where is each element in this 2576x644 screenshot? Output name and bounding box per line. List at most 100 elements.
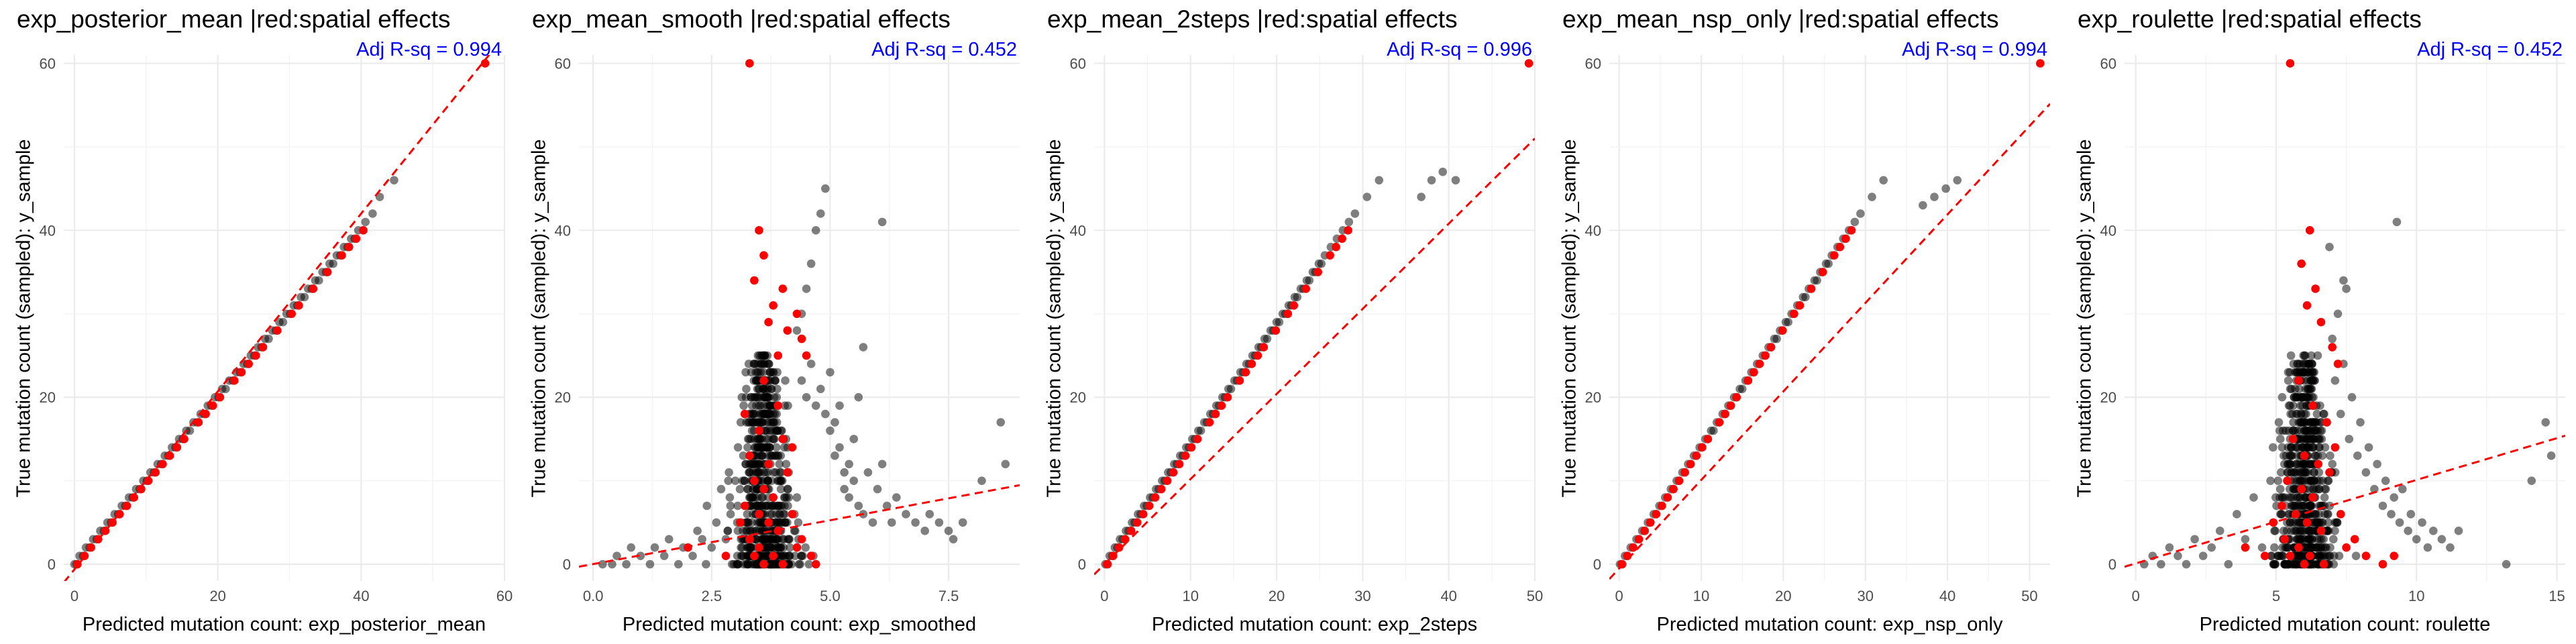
point-red xyxy=(2297,259,2306,268)
point-red xyxy=(287,309,297,319)
grid-lines xyxy=(1609,55,2050,581)
point-red xyxy=(151,468,160,477)
point-red xyxy=(2308,401,2317,410)
point-black xyxy=(2390,493,2399,502)
y-axis-label: True mutation count (sampled): y_sample xyxy=(528,138,550,498)
x-tick-label: 10 xyxy=(2408,588,2424,604)
point-black xyxy=(776,484,786,494)
point-black xyxy=(790,527,799,535)
point-black xyxy=(1850,217,1860,227)
point-black xyxy=(2268,443,2277,452)
point-red xyxy=(769,551,777,560)
point-black xyxy=(811,401,820,410)
point-black xyxy=(1427,176,1436,184)
point-red xyxy=(2283,476,2292,485)
point-red xyxy=(797,535,806,544)
point-black xyxy=(2276,510,2286,519)
point-red xyxy=(1150,493,1160,502)
scatter-panel-3: 0 10 20 30 40 50 0 20 40 60 exp_mean_2steps |red:s… xyxy=(1030,0,1546,644)
point-black xyxy=(816,209,825,218)
point-black xyxy=(806,360,816,368)
scatter-plot-svg: 0 20 40 60 0 20 40 60 xyxy=(40,55,513,604)
x-tick-label: 20 xyxy=(209,588,225,604)
point-black xyxy=(741,460,751,469)
point-black xyxy=(741,368,750,377)
point-black xyxy=(835,401,844,410)
point-red xyxy=(273,326,282,335)
point-black xyxy=(2324,527,2333,535)
point-black xyxy=(2392,217,2402,227)
point-red xyxy=(237,368,246,377)
point-black xyxy=(786,543,794,552)
y-tick-label: 20 xyxy=(1070,389,1086,406)
point-black xyxy=(2300,418,2309,427)
point-black xyxy=(664,535,674,544)
point-red xyxy=(1646,518,1655,527)
point-black xyxy=(751,460,760,469)
point-red xyxy=(1114,543,1124,552)
point-red xyxy=(2316,527,2326,535)
point-red xyxy=(294,301,303,310)
point-red xyxy=(1674,476,1684,485)
adj-rsq-annotation: Adj R-sq = 0.994 xyxy=(356,39,502,60)
point-black xyxy=(2328,334,2337,343)
point-red xyxy=(2277,501,2286,511)
y-tick-label: 40 xyxy=(1585,222,1601,239)
panel-title: exp_mean_nsp_only |red:spatial effects xyxy=(1562,5,1999,33)
point-red xyxy=(1283,309,1293,319)
point-black xyxy=(2324,518,2333,527)
point-black xyxy=(2157,559,2165,569)
point-black xyxy=(1856,209,1865,218)
point-black xyxy=(849,476,859,485)
point-black xyxy=(752,484,761,494)
point-black xyxy=(786,551,794,560)
x-tick-label: 0 xyxy=(1100,588,1108,604)
point-red xyxy=(2241,543,2250,552)
point-black xyxy=(2317,518,2326,527)
point-black xyxy=(733,527,743,535)
point-red xyxy=(740,501,749,511)
point-red xyxy=(745,535,754,544)
point-black xyxy=(877,460,887,469)
point-black xyxy=(2307,351,2316,360)
point-black xyxy=(2298,443,2307,452)
point-black xyxy=(779,510,788,519)
point-black xyxy=(2309,443,2318,452)
point-black xyxy=(780,401,790,410)
point-red xyxy=(1524,59,1534,68)
scatter-plot-svg: 0 5 10 15 0 20 40 60 xyxy=(2100,55,2565,604)
point-red xyxy=(1144,501,1154,511)
point-red xyxy=(1697,443,1707,452)
point-black xyxy=(1868,193,1876,201)
point-black xyxy=(934,518,944,527)
point-black xyxy=(2257,543,2267,552)
data-points xyxy=(1609,59,2050,580)
point-black xyxy=(1813,276,1821,285)
point-black xyxy=(2326,451,2334,460)
point-black xyxy=(2329,535,2338,544)
point-red xyxy=(1126,527,1136,535)
x-tick-label: 40 xyxy=(1939,588,1955,604)
point-black xyxy=(2224,559,2233,569)
point-black xyxy=(2312,409,2322,419)
point-red xyxy=(721,551,731,560)
point-black xyxy=(977,476,986,485)
point-black xyxy=(794,518,803,527)
point-black xyxy=(773,384,782,394)
point-black xyxy=(755,468,765,477)
point-red xyxy=(344,242,354,252)
point-black xyxy=(2541,418,2551,427)
point-red xyxy=(764,518,773,527)
point-black xyxy=(1375,176,1384,184)
point-black xyxy=(2336,409,2345,419)
y-tick-label: 0 xyxy=(48,556,56,573)
point-black xyxy=(769,392,779,402)
y-tick-label: 20 xyxy=(555,389,571,406)
point-black xyxy=(765,401,774,410)
point-black xyxy=(2313,535,2322,544)
point-black xyxy=(1417,193,1426,201)
point-black xyxy=(300,292,309,302)
point-red xyxy=(745,451,754,460)
y-tick-label: 40 xyxy=(2100,222,2116,239)
point-black xyxy=(2293,493,2302,502)
